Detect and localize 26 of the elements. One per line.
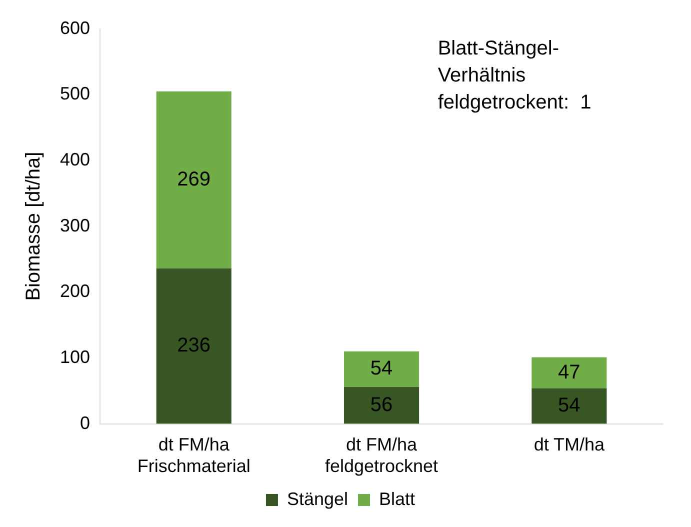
data-label: 56 [370, 394, 393, 416]
bar [156, 91, 232, 268]
bar [532, 388, 607, 424]
legend-label: Stängel [286, 488, 348, 509]
y-tick-label: 300 [60, 215, 90, 236]
y-tick-label: 600 [60, 18, 90, 38]
data-label: 54 [558, 394, 580, 417]
y-tick-label: 100 [60, 346, 90, 367]
data-label: 54 [370, 358, 393, 380]
y-axis-title: Biomasse [dt/ha] [22, 152, 45, 301]
y-tick-label: 500 [60, 84, 90, 104]
x-tick-label: dt TM/ha [534, 434, 606, 455]
data-label: 269 [177, 168, 211, 190]
x-tick-label: dt FM/ha Frischmaterial [137, 434, 250, 476]
annotation: Blatt-Stängel- Verhältnis feldgetrockent: 1 [438, 37, 592, 114]
legend-label: Blatt [379, 488, 416, 509]
data-label: 236 [177, 334, 211, 357]
bar [344, 386, 420, 424]
bar [344, 351, 420, 387]
y-tick-label: 400 [60, 149, 90, 170]
x-tick-label: dt FM/ha feldgetrocknet [324, 434, 438, 476]
y-tick-label: 0 [80, 412, 90, 433]
y-tick-label: 200 [60, 281, 90, 302]
data-label: 47 [558, 361, 580, 384]
bar [532, 357, 607, 388]
bar [156, 268, 232, 424]
